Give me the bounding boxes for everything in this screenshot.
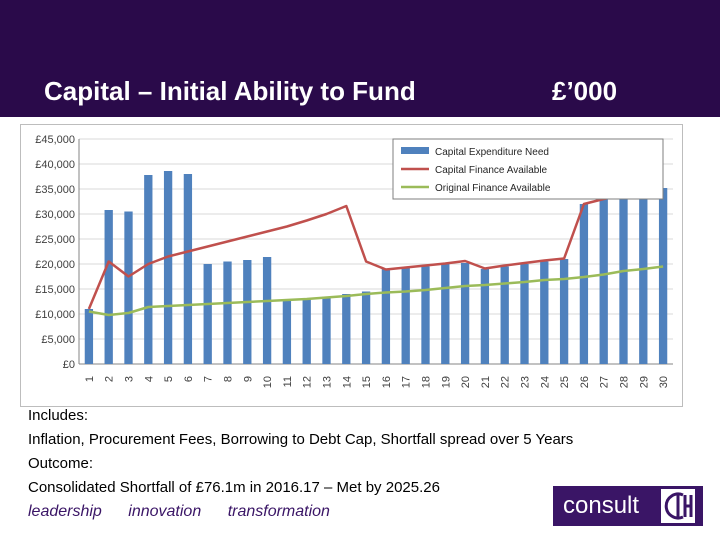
x-tick-label: 21: [480, 376, 492, 388]
x-tick-label: 11: [282, 376, 294, 387]
bar: [223, 261, 232, 364]
x-tick-label: 25: [559, 376, 571, 388]
tagline-innovation: innovation: [128, 503, 202, 520]
x-tick-label: 3: [124, 376, 136, 382]
bar: [361, 291, 371, 364]
y-tick-label: £0: [63, 359, 75, 371]
bar: [639, 192, 648, 364]
bar: [559, 259, 569, 364]
bar: [282, 300, 292, 364]
footer-tagline: leadership innovation transformation: [28, 503, 352, 521]
x-tick-label: 20: [460, 376, 472, 388]
bar: [658, 188, 668, 364]
y-tick-label: £20,000: [35, 259, 75, 271]
bar: [441, 264, 450, 364]
bar: [401, 268, 410, 364]
bar: [302, 299, 311, 364]
bar: [520, 264, 529, 364]
outcome-heading: Outcome:: [28, 455, 94, 472]
x-tick-label: 12: [302, 376, 314, 388]
x-tick-label: 5: [163, 376, 175, 382]
y-tick-label: £25,000: [35, 234, 75, 246]
bar: [599, 199, 608, 364]
legend-box: [392, 138, 664, 200]
legend-label: Capital Finance Available: [435, 165, 548, 176]
tagline-leadership: leadership: [28, 503, 102, 520]
x-tick-label: 19: [440, 376, 452, 388]
x-tick-label: 6: [183, 376, 195, 382]
bar: [262, 257, 272, 364]
x-tick-label: 18: [421, 376, 433, 388]
bar: [124, 211, 133, 364]
bar: [500, 266, 509, 364]
x-tick-label: 14: [341, 376, 353, 388]
bar: [183, 174, 193, 364]
bar: [144, 175, 153, 364]
x-tick-label: 16: [381, 376, 393, 388]
bar: [243, 260, 252, 364]
x-tick-label: 13: [322, 376, 334, 388]
bar: [480, 269, 490, 364]
x-tick-label: 28: [619, 376, 631, 388]
y-tick-label: £30,000: [35, 209, 75, 221]
bar: [579, 204, 589, 364]
cih-mark-icon: [661, 489, 695, 523]
x-tick-label: 4: [143, 376, 155, 382]
legend-label: Capital Expenditure Need: [435, 147, 549, 158]
y-tick-label: £15,000: [35, 284, 75, 296]
notes-block: Includes: Inflation, Procurement Fees, B…: [28, 404, 708, 500]
series-line: [87, 186, 664, 310]
x-tick-label: 27: [599, 376, 611, 388]
x-tick-label: 1: [84, 376, 96, 382]
bar: [203, 264, 212, 364]
x-tick-label: 10: [262, 376, 274, 388]
series-line: [88, 265, 664, 317]
capital-chart: £0 £5,000 £10,000 £15,000 £20,000 £25,000 £30,…: [35, 134, 673, 388]
x-tick-label: 15: [361, 376, 373, 388]
x-tick-label: 29: [638, 376, 650, 388]
page-title: Capital – Initial Ability to Fund: [44, 76, 416, 106]
bar: [381, 269, 391, 364]
y-tick-label: £45,000: [35, 134, 75, 146]
x-tick-label: 9: [242, 376, 254, 382]
title-banner: Capital – Initial Ability to Fund £’000: [0, 0, 720, 117]
includes-heading: Includes:: [28, 407, 89, 424]
y-tick-label: £10,000: [35, 309, 75, 321]
x-tick-label: 23: [520, 376, 532, 388]
x-tick-label: 2: [104, 376, 116, 382]
legend-label: Original Finance Available: [435, 183, 551, 194]
bar: [163, 171, 173, 364]
x-tick-label: 24: [539, 376, 551, 388]
y-tick-label: £35,000: [35, 184, 75, 196]
x-tick-label: 7: [203, 376, 215, 382]
x-tick-label: 17: [401, 376, 413, 388]
tagline-transformation: transformation: [227, 503, 330, 520]
unit-label: £’000: [552, 76, 618, 106]
bar: [104, 210, 113, 364]
consult-logo: consult: [553, 486, 703, 526]
x-tick-label: 22: [500, 376, 512, 388]
logo-wordmark: consult: [563, 492, 640, 519]
bar: [619, 196, 628, 364]
bar: [540, 261, 549, 364]
x-tick-label: 30: [658, 376, 670, 388]
bar: [342, 294, 351, 364]
includes-text: Inflation, Procurement Fees, Borrowing t…: [28, 431, 574, 448]
chart-panel: £0 £5,000 £10,000 £15,000 £20,000 £25,000 £30,…: [20, 124, 683, 407]
bar: [460, 263, 470, 364]
x-tick-label: 26: [579, 376, 591, 388]
legend-swatch: [401, 147, 429, 154]
y-tick-label: £5,000: [41, 334, 75, 346]
bar: [421, 266, 430, 364]
bar: [322, 296, 331, 364]
outcome-text: Consolidated Shortfall of £76.1m in 2016…: [28, 479, 440, 496]
bar: [84, 309, 94, 364]
y-tick-label: £40,000: [35, 159, 75, 171]
x-tick-label: 8: [223, 376, 235, 382]
